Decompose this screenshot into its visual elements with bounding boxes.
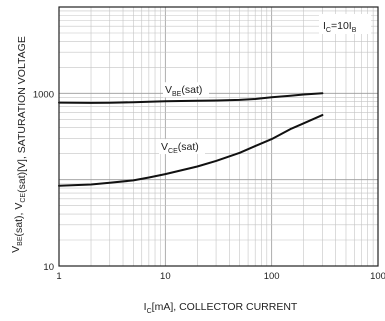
x-tick-label: 1 <box>56 271 61 282</box>
condition-box <box>319 14 371 34</box>
vce-sat-curve <box>58 114 324 187</box>
y-tick-label: 1000 <box>33 89 54 100</box>
vbe-sat-label: VBE(sat) <box>165 84 202 98</box>
grid <box>59 7 378 266</box>
vce-sat-label: VCE(sat) <box>161 141 199 155</box>
plot-frame <box>58 6 379 267</box>
vce-sat-label-bg <box>159 139 205 155</box>
vbe-sat-label-bg <box>163 82 209 98</box>
y-tick-label: 10 <box>43 262 54 273</box>
x-axis-label: IC[mA], COLLECTOR CURRENT <box>144 301 298 315</box>
vbe-sat-curve <box>58 92 324 104</box>
curves <box>58 92 324 187</box>
labels: IC[mA], COLLECTOR CURRENT VBE(sat), VCE(s… <box>10 14 371 315</box>
y-axis-label: VBE(sat), VCE(sat)[V], SATURATION VOLTAG… <box>10 36 28 253</box>
x-tick-label: 100 <box>370 271 385 282</box>
x-tick-label: 10 <box>160 271 171 282</box>
condition-annotation: IC=10IB <box>323 20 357 34</box>
x-tick-label: 100 <box>264 271 280 282</box>
